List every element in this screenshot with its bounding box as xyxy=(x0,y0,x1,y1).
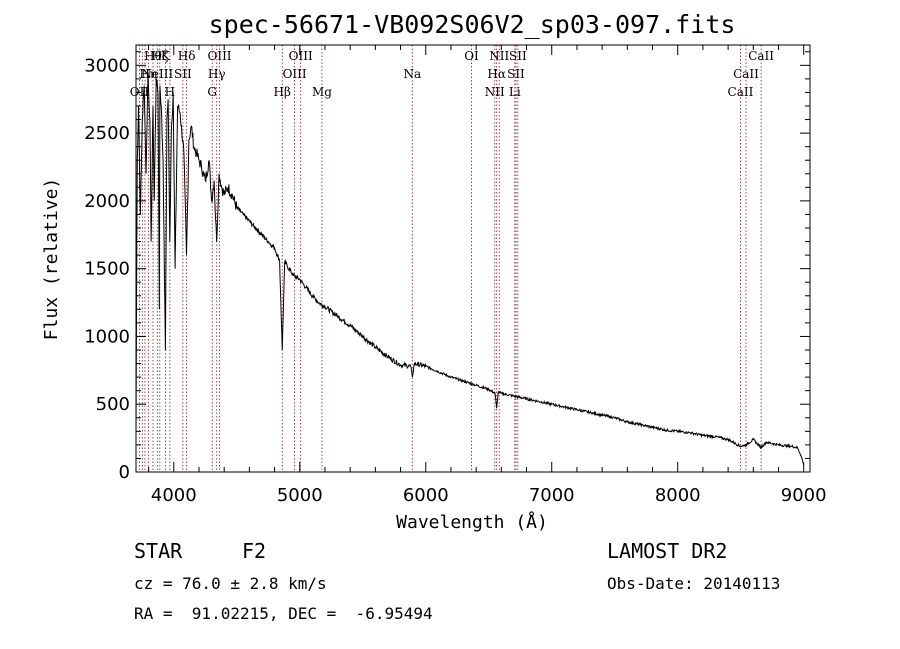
line-label: Hα xyxy=(487,67,506,81)
line-label: Hζ xyxy=(151,49,168,63)
line-label: OIII xyxy=(289,49,313,63)
x-tick-label: 7000 xyxy=(529,485,575,506)
line-label: OIII xyxy=(207,49,231,63)
line-label: NeIII xyxy=(141,67,173,81)
x-tick-label: 4000 xyxy=(151,485,197,506)
x-axis-label: Wavelength (Å) xyxy=(396,511,548,533)
spectrum-series-line xyxy=(135,72,805,466)
line-label: OI xyxy=(464,49,479,63)
line-label: SII xyxy=(509,49,527,63)
x-tick-label: 6000 xyxy=(403,485,449,506)
line-label: Mg xyxy=(312,85,332,99)
line-label: Li xyxy=(509,85,521,99)
line-label: Hβ xyxy=(274,85,291,99)
x-tick-label: 5000 xyxy=(277,485,323,506)
plot-frame xyxy=(135,44,811,473)
line-label: CaII xyxy=(748,49,774,63)
x-tick-label: 9000 xyxy=(781,485,827,506)
line-label: NII xyxy=(485,85,505,99)
line-labels: OIIHηHθNeIIIHζKHSIIHδGHγOIIIHβOIIIOIIIMg… xyxy=(130,49,775,99)
obs-date: Obs-Date: 20140113 xyxy=(607,574,781,593)
redshift-readout: cz = 76.0 ± 2.8 km/s xyxy=(134,574,327,593)
line-label: NII xyxy=(489,49,509,63)
line-label: SII xyxy=(174,67,192,81)
y-tick-label: 2500 xyxy=(84,123,130,144)
axis-ticks: 4000 5000 6000 7000 8000 9000 0 500 1000 1500 2000… xyxy=(84,45,827,506)
y-axis-label: Flux (relative) xyxy=(41,178,62,341)
line-label: OIII xyxy=(283,67,307,81)
y-tick-label: 1000 xyxy=(84,326,130,347)
y-tick-label: 0 xyxy=(119,462,130,483)
line-label: Hθ xyxy=(144,49,162,63)
line-label: Hδ xyxy=(178,49,196,63)
x-tick-label: 8000 xyxy=(655,485,701,506)
emission-line-markers xyxy=(139,45,762,472)
y-tick-label: 500 xyxy=(96,394,130,415)
y-tick-label: 3000 xyxy=(84,55,130,76)
line-label: CaII xyxy=(728,85,754,99)
chart-title: spec-56671-VB092S06V2_sp03-097.fits xyxy=(209,10,736,39)
coordinates: RA = 91.02215, DEC = -6.95494 xyxy=(134,604,433,623)
object-class: STAR xyxy=(134,539,183,563)
line-label: K xyxy=(161,49,171,63)
line-label: G xyxy=(207,85,217,99)
line-label: SII xyxy=(507,67,525,81)
line-label: Hγ xyxy=(208,67,226,81)
object-subclass: F2 xyxy=(242,539,267,563)
y-tick-label: 1500 xyxy=(84,259,130,280)
survey-name: LAMOST DR2 xyxy=(607,539,728,563)
line-label: Na xyxy=(403,67,421,81)
y-tick-label: 2000 xyxy=(84,191,130,212)
line-label: H xyxy=(165,85,175,99)
line-label: CaII xyxy=(733,67,759,81)
